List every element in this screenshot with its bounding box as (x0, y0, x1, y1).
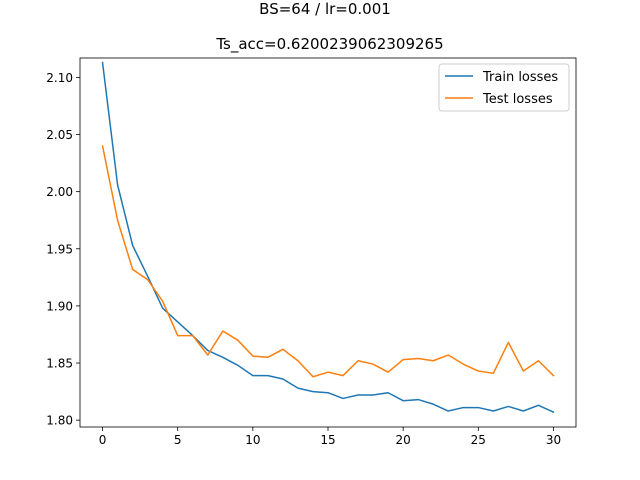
x-tick-label: 25 (471, 433, 486, 447)
series-line-train-losses (101, 61, 555, 414)
series-line-test-losses (101, 145, 555, 378)
y-tick-label: 1.80 (46, 414, 73, 428)
y-tick-label: 1.95 (46, 242, 73, 256)
chart-title: BS=64 / lr=0.001 (259, 0, 391, 18)
x-tick-label: 5 (174, 433, 182, 447)
series-layer (101, 61, 555, 414)
y-tick-label: 1.90 (46, 299, 73, 313)
y-tick-label: 2.00 (46, 185, 73, 199)
legend-label: Test losses (482, 92, 553, 107)
x-tick-label: 0 (99, 433, 107, 447)
x-tick-label: 15 (320, 433, 335, 447)
x-tick-label: 10 (245, 433, 260, 447)
x-tick-label: 30 (546, 433, 561, 447)
legend: Train losses Test losses (438, 63, 570, 112)
x-tick-label: 20 (396, 433, 411, 447)
y-tick-label: 2.10 (46, 71, 73, 85)
legend-label: Train losses (482, 70, 558, 85)
y-tick-label: 1.85 (46, 357, 73, 371)
y-tick-label: 2.05 (46, 128, 73, 142)
axes-layer: 0 5 10 15 20 25 30 1.80 1.85 1.90 1.95 2.00 2.05 2.10 (46, 57, 577, 447)
chart-subtitle: Ts_acc=0.6200239062309265 (215, 35, 443, 54)
